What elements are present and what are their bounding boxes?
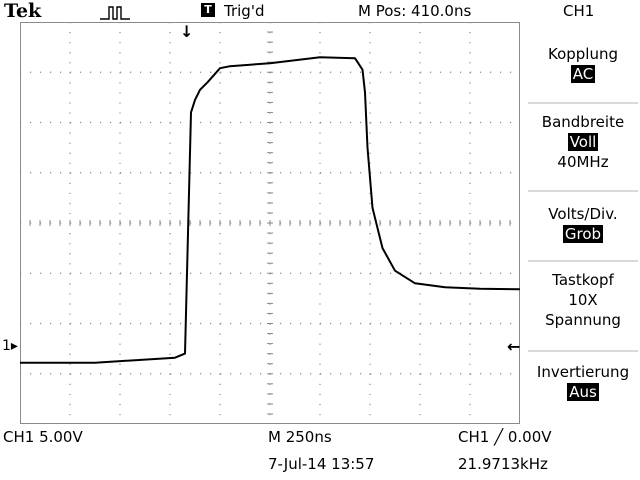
menu-title-channel: CH1 — [563, 2, 595, 20]
invert-label: Invertierung — [536, 363, 630, 381]
coupling-value: AC — [570, 65, 596, 83]
menu-separator — [528, 350, 638, 352]
ch1-waveform — [20, 56, 520, 364]
volts-div-label: Volts/Div. — [548, 205, 618, 223]
ch1-ground-marker: 1▸ — [2, 338, 18, 354]
graticule — [20, 22, 520, 424]
date-time: 7-Jul-14 13:57 — [268, 455, 375, 473]
trigger-readout: CH1 ╱ 0.00V — [458, 428, 552, 446]
trigger-level-marker: ← — [507, 337, 521, 356]
menu-separator — [528, 102, 638, 104]
bandwidth-value: Voll — [567, 133, 599, 151]
timebase: M 250ns — [268, 428, 332, 446]
trigger-position-marker: ↓ — [180, 22, 194, 41]
menu-volts-div[interactable]: Volts/Div. Grob — [526, 204, 640, 244]
menu-separator — [528, 260, 638, 262]
trigger-status-icon: T — [201, 3, 215, 17]
menu-probe[interactable]: Tastkopf 10X Spannung — [526, 270, 640, 330]
trigger-status: Trig'd — [224, 2, 265, 20]
scope-display — [20, 22, 520, 424]
bandwidth-sub: 40MHz — [557, 153, 609, 171]
probe-label: Tastkopf — [552, 271, 614, 289]
acquire-mode-icon — [100, 6, 130, 20]
brand-logo: Tek — [4, 0, 42, 22]
bandwidth-label: Bandbreite — [541, 113, 625, 131]
horizontal-position: M Pos: 410.0ns — [358, 2, 472, 20]
menu-invert[interactable]: Invertierung Aus — [526, 362, 640, 402]
volts-div-value: Grob — [562, 225, 604, 243]
menu-separator — [528, 190, 638, 192]
probe-sub: Spannung — [545, 311, 621, 329]
probe-value: 10X — [568, 291, 598, 309]
coupling-label: Kopplung — [547, 45, 618, 63]
menu-bandwidth[interactable]: Bandbreite Voll 40MHz — [526, 112, 640, 172]
ch1-scale: CH1 5.00V — [3, 428, 83, 446]
frequency-readout: 21.9713kHz — [458, 455, 548, 473]
menu-coupling[interactable]: Kopplung AC — [526, 44, 640, 84]
invert-value: Aus — [567, 383, 599, 401]
